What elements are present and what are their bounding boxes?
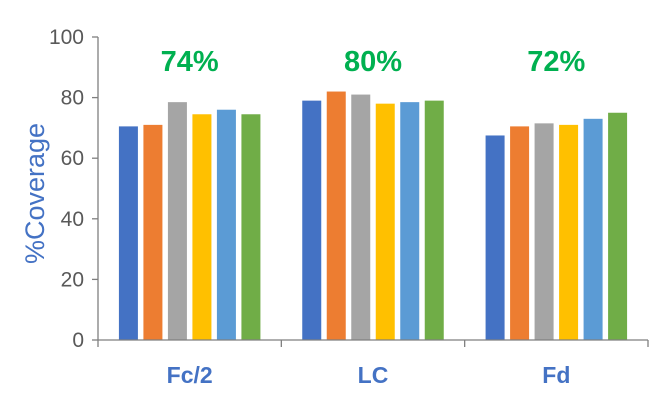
bar-fc-2-s6	[241, 114, 261, 340]
y-tick-label: 0	[72, 329, 84, 352]
bar-fd-s2	[510, 126, 530, 340]
category-labels-group: Fc/2 LC Fd	[167, 362, 571, 388]
y-tick-label: 40	[61, 208, 84, 231]
x-ticks-group	[97, 340, 649, 347]
bar-lc-s3	[351, 94, 371, 340]
y-tick-label: 60	[61, 147, 84, 170]
bars-group	[118, 91, 628, 341]
bar-fd-s1	[485, 135, 505, 340]
y-axis-label: %Coverage	[20, 123, 50, 264]
coverage-annotation: 72%	[527, 46, 585, 78]
bar-lc-s2	[326, 91, 346, 340]
y-tick-label: 100	[49, 26, 84, 49]
category-label: Fc/2	[167, 362, 213, 388]
y-tick-label: 20	[61, 268, 84, 291]
bar-lc-s1	[302, 100, 322, 340]
category-label: LC	[358, 362, 389, 388]
coverage-annotation: 80%	[344, 46, 402, 78]
bar-fc-2-s2	[143, 124, 163, 341]
bar-fd-s4	[559, 124, 579, 341]
bar-fc-2-s3	[167, 102, 187, 341]
y-ticks-group: 0 20 40 60 80 100	[49, 26, 98, 352]
bar-fc-2-s5	[216, 109, 236, 340]
bar-fd-s5	[583, 118, 603, 340]
annotations-group: 74% 80% 72%	[161, 46, 586, 78]
bar-fd-s6	[608, 112, 628, 340]
bar-lc-s4	[375, 103, 395, 340]
bar-fd-s3	[534, 123, 554, 340]
bar-fc-2-s1	[118, 126, 138, 340]
category-label: Fd	[542, 362, 570, 388]
y-tick-label: 80	[61, 87, 84, 110]
bar-fc-2-s4	[192, 114, 212, 340]
coverage-annotation: 74%	[161, 46, 219, 78]
bar-lc-s5	[400, 102, 420, 341]
bar-lc-s6	[424, 100, 444, 340]
